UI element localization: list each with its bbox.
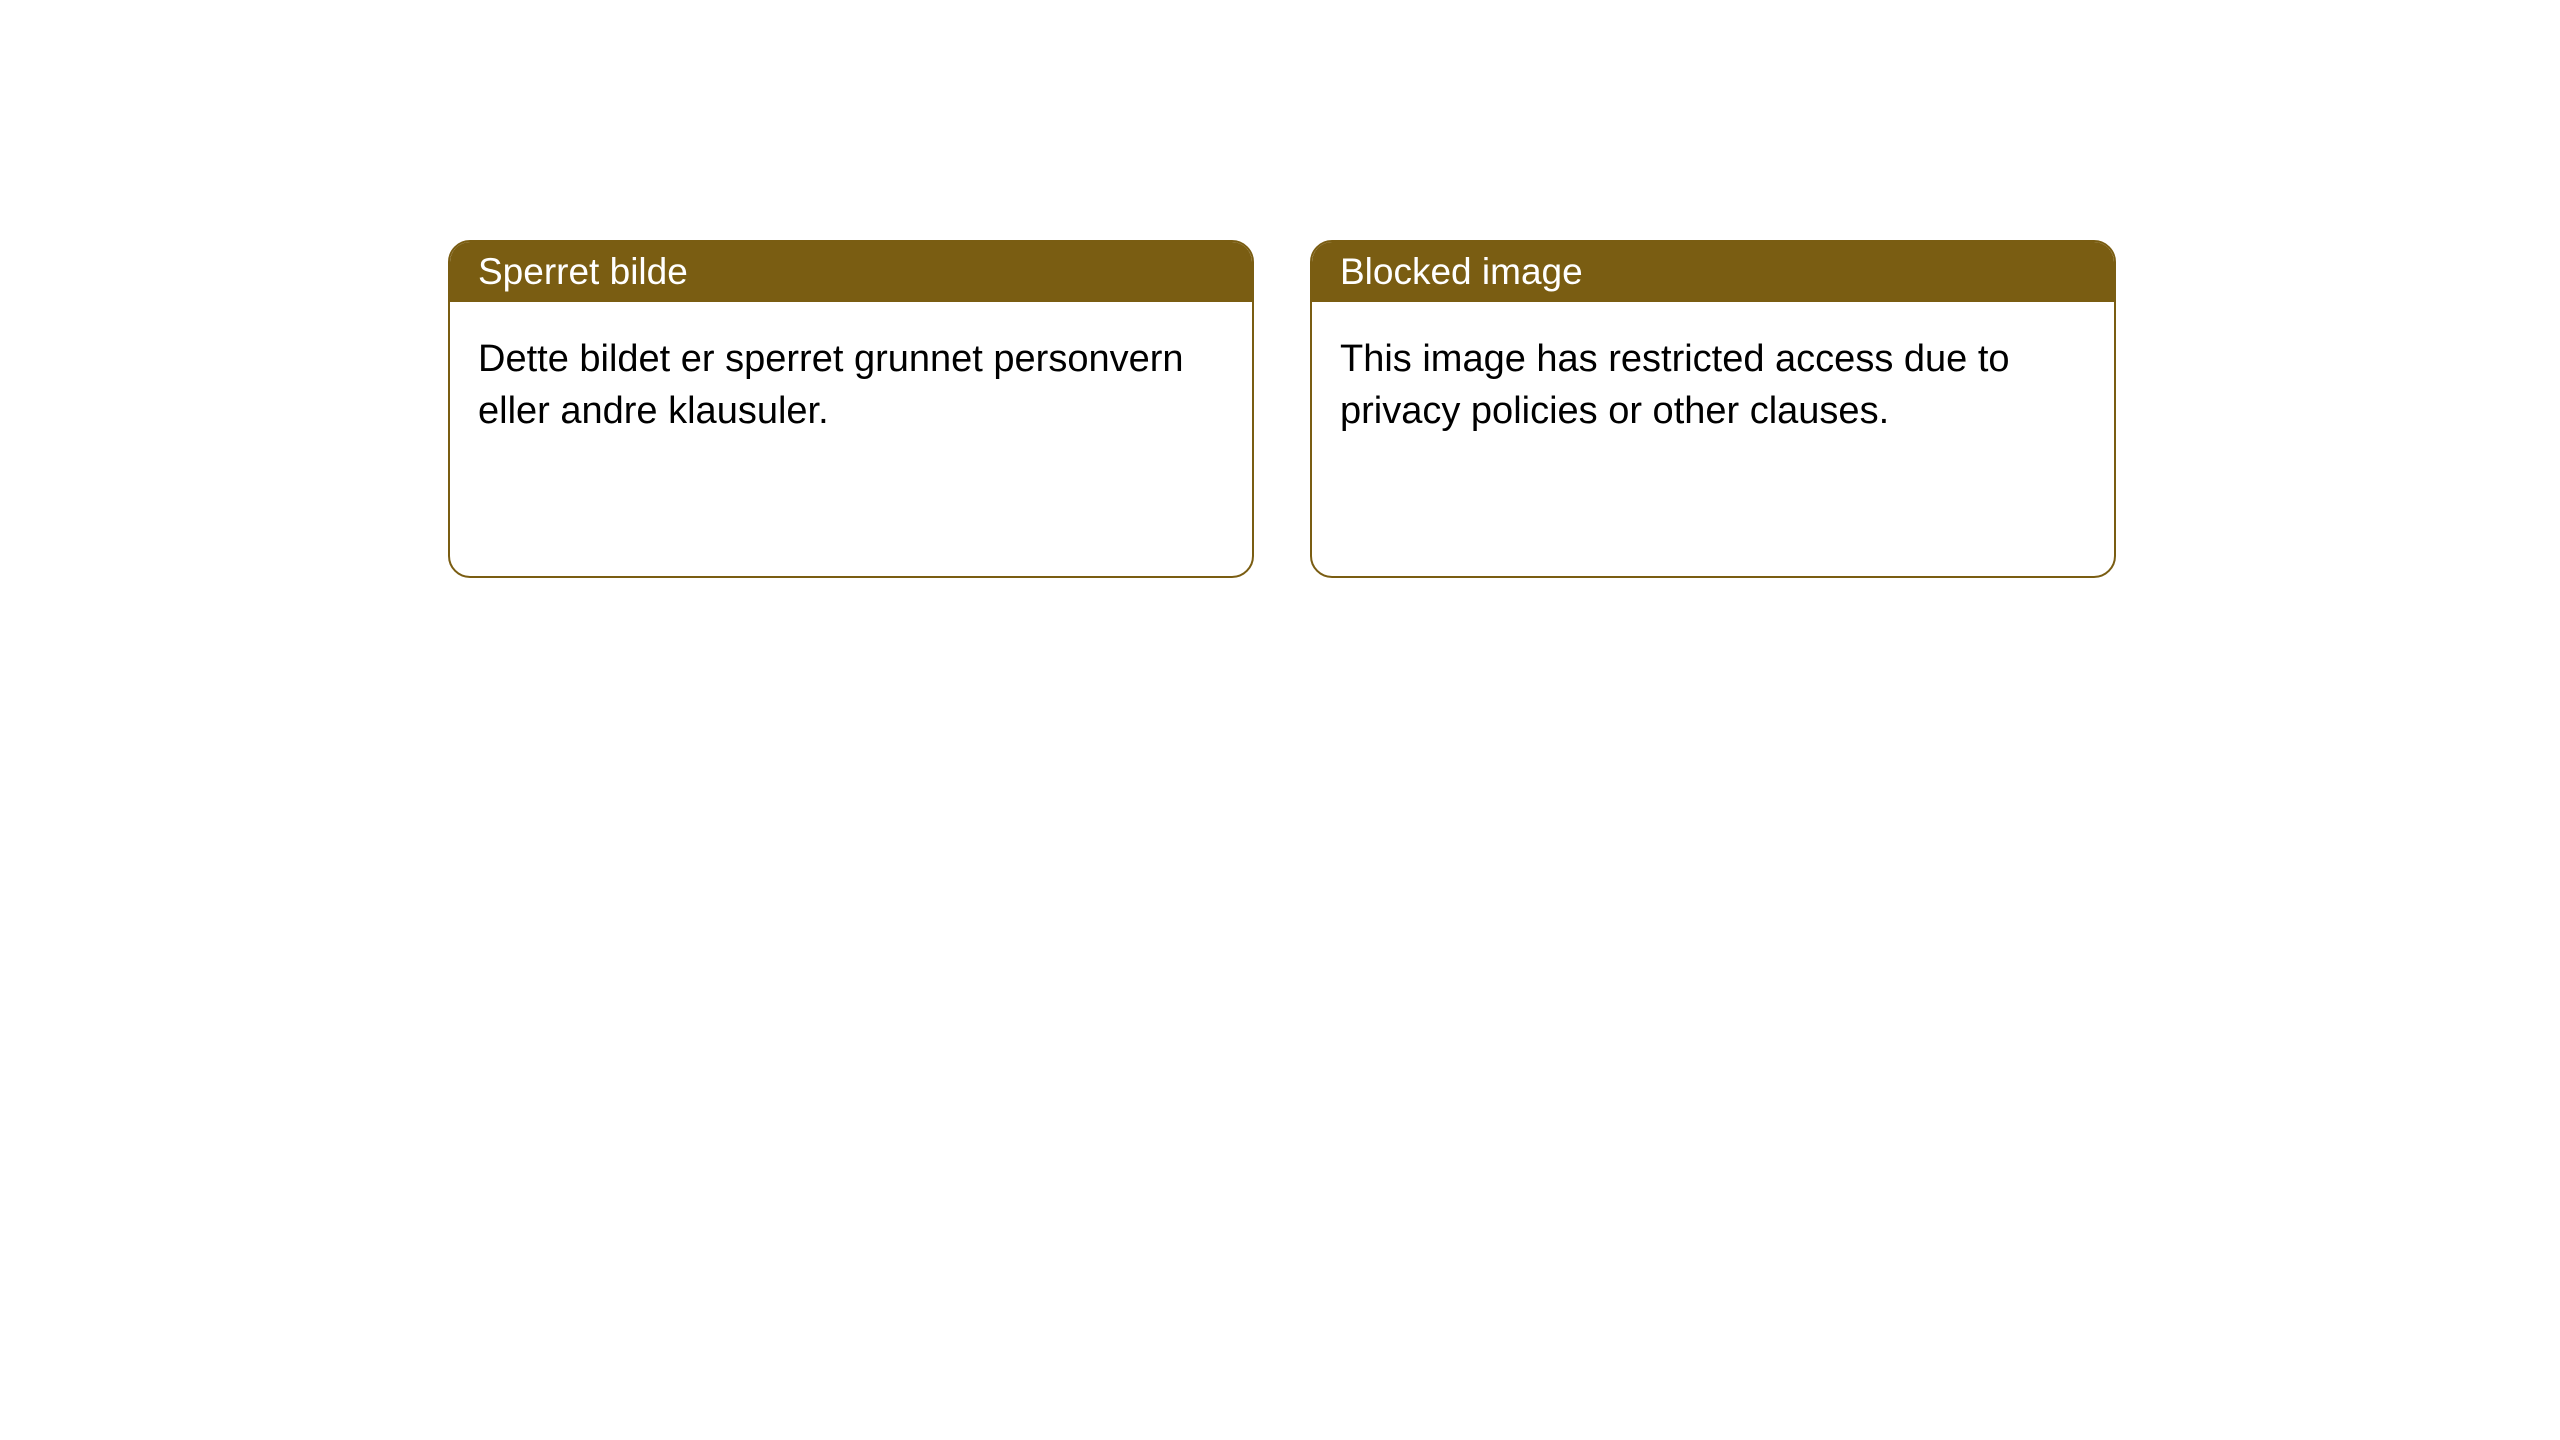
notice-card-english: Blocked image This image has restricted … (1310, 240, 2116, 578)
notice-body: Dette bildet er sperret grunnet personve… (450, 302, 1252, 469)
notice-header: Blocked image (1312, 242, 2114, 302)
notice-body: This image has restricted access due to … (1312, 302, 2114, 469)
notice-header: Sperret bilde (450, 242, 1252, 302)
notice-card-norwegian: Sperret bilde Dette bildet er sperret gr… (448, 240, 1254, 578)
notice-container: Sperret bilde Dette bildet er sperret gr… (0, 0, 2560, 578)
